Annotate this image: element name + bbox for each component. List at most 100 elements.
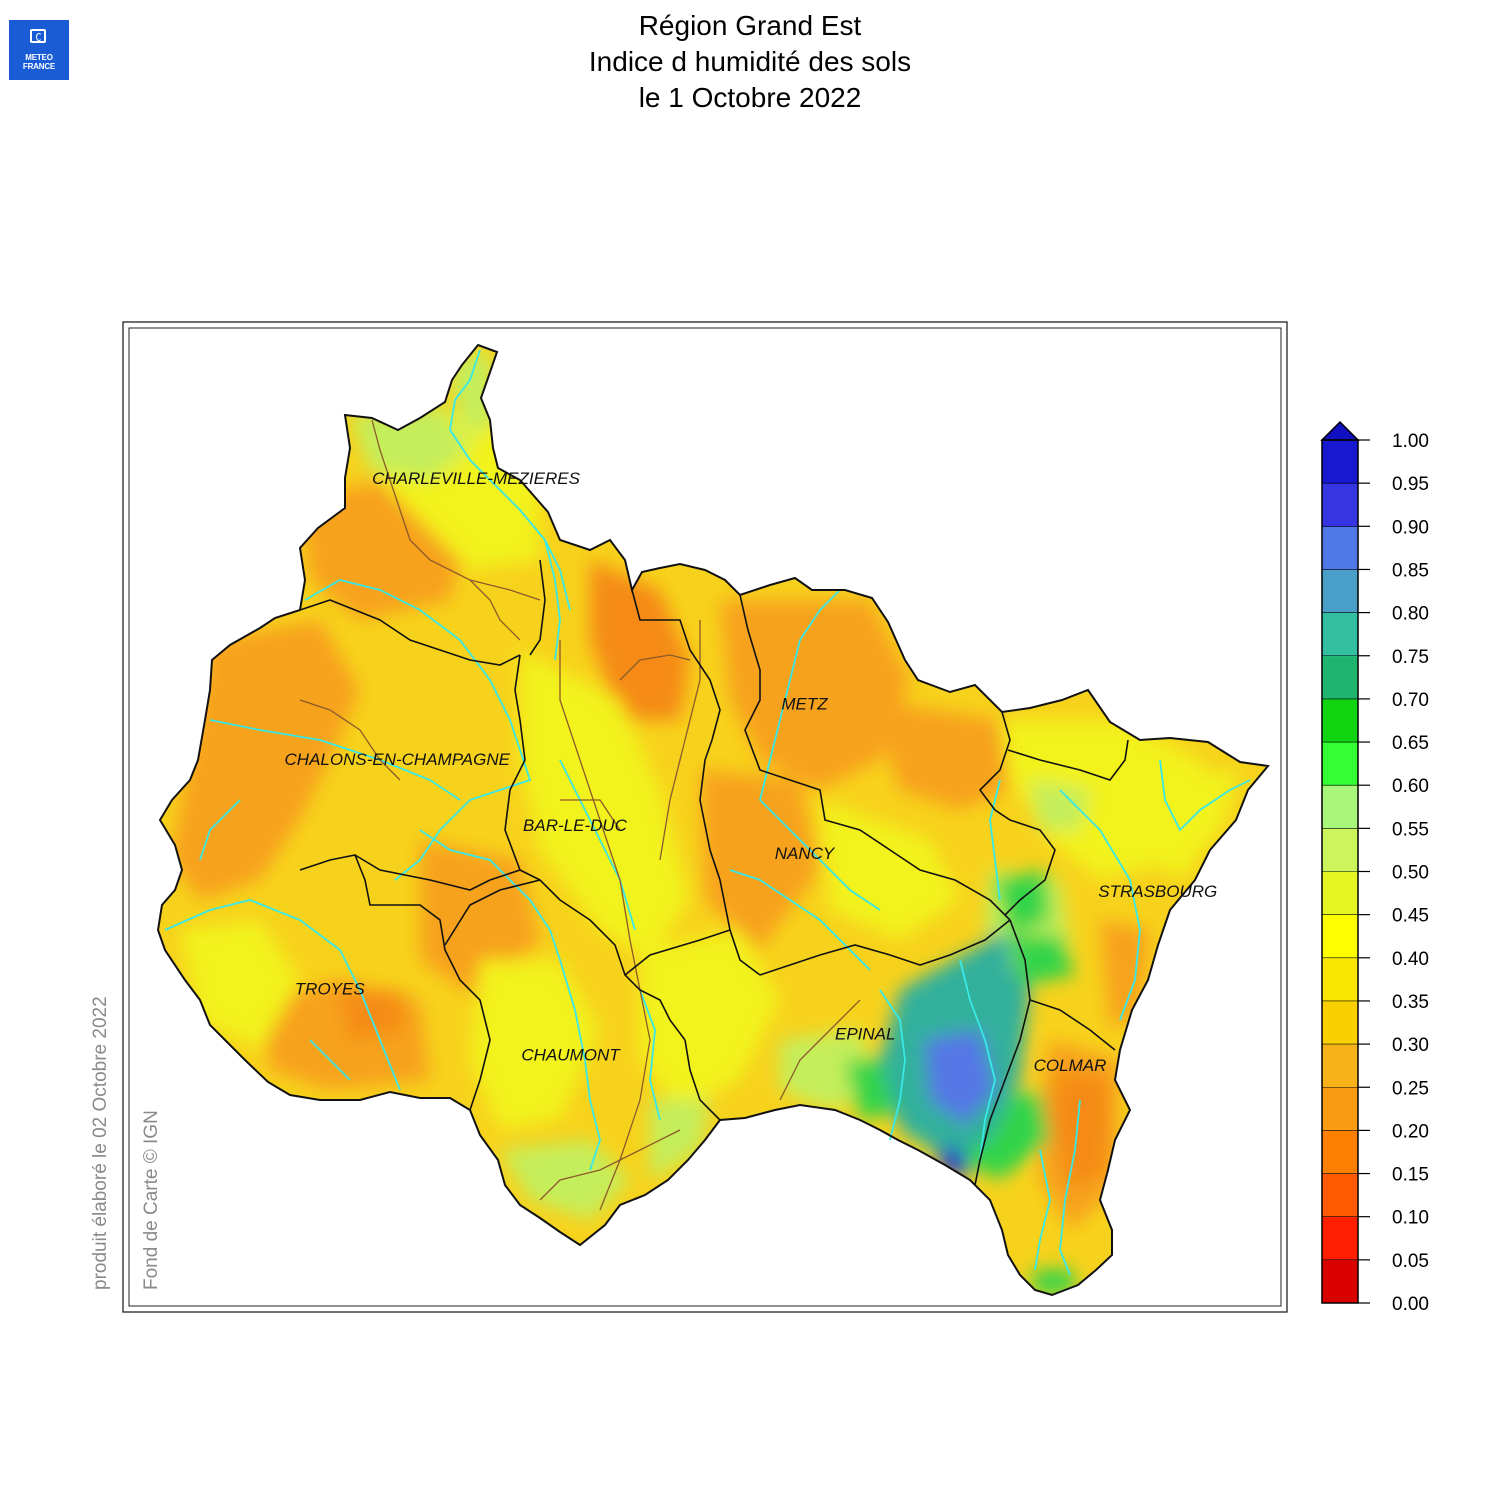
department-border [631,589,761,976]
moisture-patch-light-green [350,405,470,480]
title-date: le 1 Octobre 2022 [638,82,862,113]
legend-tick-label: 0.85 [1392,560,1429,581]
river [759,589,841,801]
department-border [759,919,1011,976]
legend-swatch [1322,440,1358,484]
moisture-patch-dark-blue [935,1150,970,1178]
river [199,799,241,861]
legend-swatch [1322,871,1358,916]
map-frame [122,321,1288,1313]
department-border [444,879,686,1041]
department-border [974,919,1031,1186]
legend-swatch [1322,1216,1358,1261]
rivers [164,349,1251,1276]
river [959,959,996,1161]
legend-swatch [1322,1130,1358,1175]
department-border [1029,999,1116,1051]
meteo-france-logo: METEO FRANCE [9,20,69,80]
legend-swatch [1322,483,1358,527]
basin-boundary [371,419,521,641]
city-label-charleville-mezieres: CHARLEVILLE-MEZIERES [372,469,580,488]
basin-boundary [779,999,861,1101]
moisture-patch-light-green [1030,780,1090,830]
basin-boundary [560,799,621,831]
river [449,349,571,611]
legend-swatch [1322,828,1358,872]
moisture-patch-light-green [650,1100,710,1180]
legend-tick-label: 0.35 [1392,992,1429,1013]
legend-tick-label: 0.00 [1392,1294,1429,1315]
basin-boundaries [299,419,861,1211]
city-label-bar-le-duc: BAR-LE-DUC [523,816,628,835]
department-border [739,594,1011,921]
basin-boundary [619,654,691,681]
river [559,759,636,931]
city-label-strasbourg: STRASBOURG [1098,882,1217,901]
moisture-patch-yellow [520,650,690,960]
legend-swatch [1322,1259,1358,1304]
moisture-patch-light-green [450,350,495,440]
legend-tick-label: 0.10 [1392,1208,1429,1229]
legend-swatch [1322,742,1358,786]
legend-tick-label: 0.30 [1392,1035,1429,1056]
legend-swatch [1322,698,1358,743]
map-frame-inner [128,327,1282,1307]
legend-tick-label: 0.80 [1392,604,1429,625]
legend-tick-label: 0.15 [1392,1165,1429,1186]
river [729,869,871,971]
title-index: Indice d humidité des sols [588,46,912,77]
city-label-epinal: EPINAL [835,1025,895,1044]
legend-extend-arrow [1320,420,1360,441]
meteo-france-mark-icon [30,29,46,43]
legend-swatch [1322,1173,1358,1218]
legend-swatch [1322,612,1358,657]
department-border [504,654,541,881]
legend-tick-label: 0.65 [1392,733,1429,754]
city-label-chalons-en-champagne: CHALONS-EN-CHAMPAGNE [285,750,511,769]
legend-tick-label: 0.45 [1392,906,1429,927]
river [544,539,561,661]
title-region: Région Grand Est [638,10,862,41]
legend-tick-label: 0.75 [1392,647,1429,668]
river [879,989,906,1141]
moisture-patch-teal [990,930,1015,990]
region-outline [156,343,1270,1297]
river [1059,1099,1081,1276]
river [309,1039,351,1081]
legend-swatch [1322,914,1358,959]
city-label-chaumont: CHAUMONT [521,1045,621,1064]
legend-tick-label: 0.50 [1392,863,1429,884]
moisture-patch-yellow [640,930,780,1110]
department-border [299,599,521,666]
city-labels: CHARLEVILLE-MEZIERES CHALONS-EN-CHAMPAGNE… [285,469,1218,1075]
legend-tick-label: 0.55 [1392,819,1429,840]
moisture-patch-yellow [180,920,300,1050]
moisture-patch-orange [700,770,820,950]
legend-tick-label: 0.70 [1392,690,1429,711]
logo-text-line1: METEO [25,53,53,62]
basin-boundary [559,640,651,1211]
legend-tick-label: 0.40 [1392,949,1429,970]
river [1059,789,1141,1021]
logo-text-line2: FRANCE [22,62,56,71]
river [419,829,601,1171]
city-label-colmar: COLMAR [1034,1056,1107,1075]
river [304,579,532,881]
basemap-credit: Fond de Carte © IGN [141,1110,162,1290]
river [639,989,661,1121]
river [989,779,1001,901]
basin-boundary [299,699,401,781]
department-border [624,929,731,976]
legend-tick-label: 0.20 [1392,1121,1429,1142]
moisture-patch-deep-orange [590,560,690,720]
legend-swatch [1322,1087,1358,1131]
legend-swatch [1322,1000,1358,1045]
basin-boundary [659,620,701,861]
river [759,799,881,911]
color-legend: 0.00 0.05 0.10 0.15 0.20 0.25 0.30 0.35 0.40 0.45… [1320,420,1429,1315]
department-border [529,559,546,656]
legend-tick-label: 0.25 [1392,1078,1429,1099]
legend-tick-label: 0.60 [1392,776,1429,797]
department-border [299,854,491,1111]
